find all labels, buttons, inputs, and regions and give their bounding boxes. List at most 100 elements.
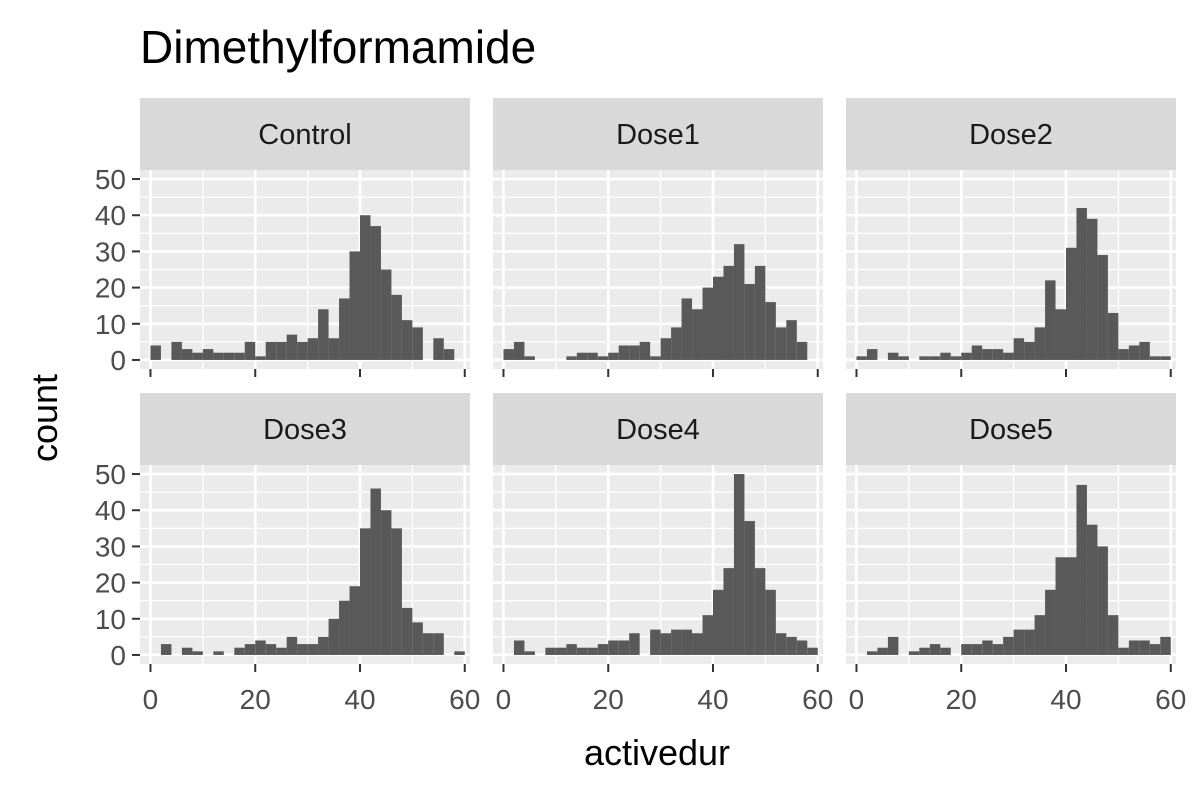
histogram-bar: [265, 644, 277, 655]
histogram-bar: [297, 644, 308, 655]
histogram-bar: [887, 352, 899, 360]
y-tick-label: 20: [95, 568, 126, 599]
histogram-bar: [566, 644, 577, 655]
histogram-bar: [786, 636, 797, 655]
histogram-bar: [1013, 338, 1025, 360]
histogram-bar: [765, 589, 776, 655]
histogram-bar: [744, 521, 755, 655]
histogram-bar: [1066, 247, 1077, 360]
histogram-bar: [1013, 629, 1025, 655]
histogram-bar: [629, 633, 640, 655]
histogram-bar: [587, 352, 598, 360]
histogram-bar: [1160, 356, 1171, 360]
histogram-bar: [1128, 640, 1140, 655]
histogram-bar: [223, 352, 235, 360]
facet-strip-label: Dose3: [263, 414, 347, 446]
histogram-bar: [265, 341, 277, 360]
y-tick-label: 50: [95, 459, 126, 490]
histogram-bar: [608, 640, 619, 655]
histogram-bar: [929, 356, 941, 360]
facet-panels: Control 0 10 20 30 40 50 Dose1 Dose2 Dose3 0 10 20 30…: [95, 98, 1186, 715]
histogram-bar: [1045, 589, 1056, 655]
histogram-bar: [618, 345, 630, 360]
histogram-bar: [961, 352, 972, 360]
histogram-bar: [744, 283, 755, 360]
histogram-bar: [775, 633, 787, 655]
histogram-bar: [650, 356, 661, 360]
histogram-bar: [608, 352, 619, 360]
facet-panel-dose3: Dose3 0 10 20 30 40 50 0 20 40 60: [95, 393, 480, 715]
histogram-bar: [940, 647, 951, 655]
histogram-bar: [234, 352, 245, 360]
histogram-bar: [360, 215, 371, 360]
x-tick-label: 60: [802, 684, 833, 715]
histogram-bar: [887, 636, 899, 655]
histogram-bar: [597, 644, 609, 655]
y-tick-label: 0: [110, 640, 126, 671]
histogram-bar: [401, 320, 413, 360]
histogram-bar: [370, 488, 381, 655]
histogram-bar: [866, 651, 878, 655]
y-tick-label: 40: [95, 495, 126, 526]
histogram-bar: [597, 356, 609, 360]
histogram-bar: [244, 644, 256, 655]
y-axis-title: count: [24, 374, 65, 462]
y-tick-label: 10: [95, 604, 126, 635]
histogram-bar: [412, 622, 423, 655]
histogram-bar: [513, 341, 525, 360]
histogram-bar: [255, 356, 266, 360]
histogram-bar: [1076, 484, 1087, 655]
histogram-bar: [754, 568, 766, 655]
histogram-bar: [992, 644, 1004, 655]
histogram-bar: [650, 629, 661, 655]
histogram-bar: [765, 302, 776, 360]
histogram-bar: [286, 334, 298, 360]
facet-strip: [140, 393, 470, 465]
histogram-bar: [328, 618, 340, 655]
histogram-bar: [982, 349, 993, 360]
histogram-bar: [702, 615, 713, 655]
histogram-bar: [992, 349, 1004, 360]
histogram-bar: [1003, 636, 1014, 655]
histogram-bar: [370, 226, 381, 360]
histogram-bar: [545, 647, 556, 655]
facet-strip: [493, 393, 823, 465]
histogram-bar: [1086, 524, 1098, 655]
histogram-bar: [1024, 341, 1035, 360]
x-tick-label: 0: [496, 684, 512, 715]
histogram-bar: [856, 356, 867, 360]
x-tick-label: 40: [1050, 684, 1081, 715]
histogram-bar: [1055, 309, 1066, 360]
histogram-bar: [692, 309, 703, 360]
histogram-bar: [412, 327, 423, 360]
histogram-bar: [713, 276, 724, 360]
histogram-bar: [775, 327, 787, 360]
histogram-bar: [307, 338, 319, 360]
histogram-bar: [276, 341, 287, 360]
histogram-bar: [1086, 218, 1098, 360]
histogram-bar: [681, 629, 693, 655]
histogram-bar: [898, 356, 909, 360]
histogram-bar: [318, 309, 329, 360]
histogram-bar: [244, 341, 256, 360]
y-tick-label: 30: [95, 236, 126, 267]
histogram-bar: [349, 586, 360, 655]
histogram-bar: [877, 647, 888, 655]
facet-strip-label: Dose1: [616, 119, 700, 151]
x-tick-label: 0: [143, 684, 159, 715]
histogram-bar: [297, 341, 308, 360]
x-tick-label: 0: [849, 684, 865, 715]
x-tick-label: 60: [1155, 684, 1186, 715]
facet-panel-dose4: Dose4 0 20 40 60: [493, 393, 833, 715]
facet-strip-label: Control: [258, 119, 352, 151]
histogram-bar: [524, 651, 535, 655]
histogram-bar: [754, 265, 766, 360]
histogram-bar: [181, 349, 193, 360]
facet-strip: [846, 98, 1176, 170]
histogram-bar: [629, 345, 640, 360]
histogram-bar: [807, 647, 818, 655]
histogram-bar: [576, 647, 588, 655]
histogram-bar: [576, 352, 588, 360]
histogram-bar: [160, 644, 172, 655]
